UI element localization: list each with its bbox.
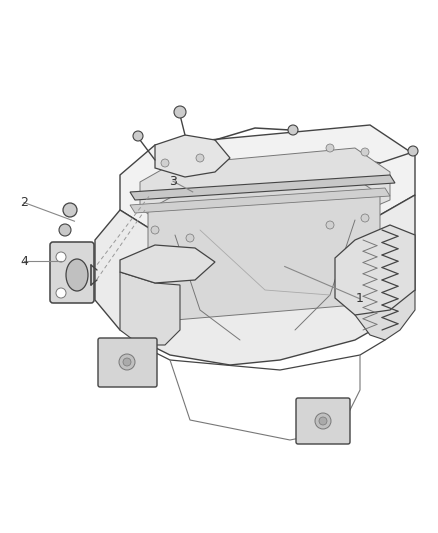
Circle shape [123,358,131,366]
Circle shape [408,146,418,156]
Circle shape [315,413,331,429]
Polygon shape [120,272,180,345]
Circle shape [326,144,334,152]
FancyBboxPatch shape [296,398,350,444]
Polygon shape [355,290,415,340]
Polygon shape [130,175,395,200]
FancyBboxPatch shape [50,242,94,303]
Circle shape [119,354,135,370]
Circle shape [63,203,77,217]
Circle shape [161,159,169,167]
FancyBboxPatch shape [98,338,157,387]
Circle shape [196,154,204,162]
Circle shape [56,252,66,262]
Polygon shape [120,245,215,283]
Circle shape [288,125,298,135]
Polygon shape [120,125,415,235]
Circle shape [361,148,369,156]
Circle shape [186,234,194,242]
Text: 2: 2 [20,196,28,209]
Polygon shape [140,148,390,230]
Circle shape [361,214,369,222]
Text: 3: 3 [169,175,177,188]
Polygon shape [95,195,415,365]
Ellipse shape [66,259,88,291]
Circle shape [174,106,186,118]
Circle shape [59,224,71,236]
Circle shape [56,288,66,298]
Polygon shape [155,135,230,177]
Circle shape [326,221,334,229]
Polygon shape [130,188,390,213]
Text: 1: 1 [355,292,363,305]
Polygon shape [148,178,380,320]
Circle shape [151,226,159,234]
Circle shape [319,417,327,425]
Polygon shape [335,225,415,315]
Circle shape [133,131,143,141]
Text: 4: 4 [20,255,28,268]
